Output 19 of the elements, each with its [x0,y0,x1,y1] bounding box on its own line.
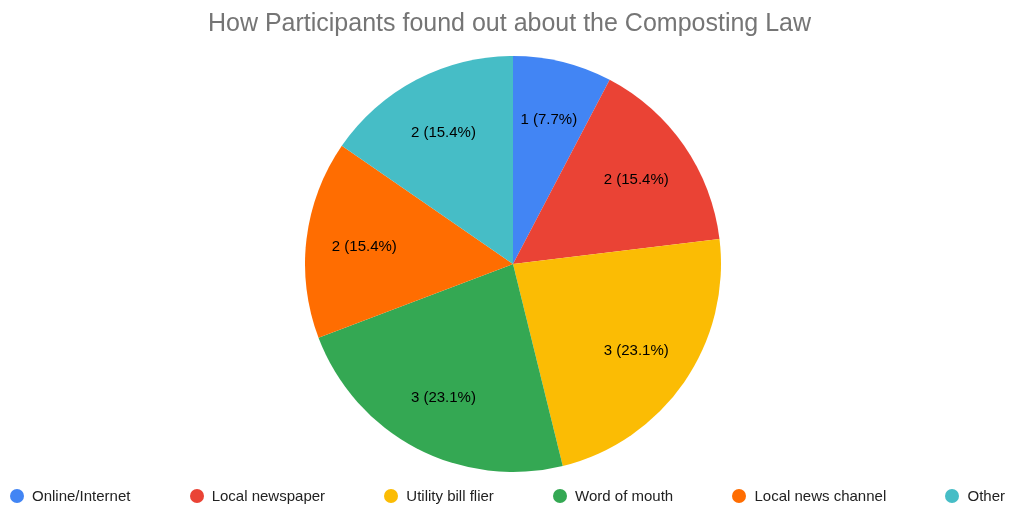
data-label: 2 (15.4%) [331,237,397,255]
pie-slice [513,56,610,264]
legend-label: Other [967,487,1005,504]
legend-label: Local news channel [754,487,887,504]
pie-slice [513,238,721,466]
pie-slice [318,264,563,472]
pie-slice [341,56,513,264]
legend-label: Word of mouth [575,487,674,504]
data-label: 1 (7.7%) [520,110,578,128]
data-label: 2 (15.4%) [603,170,669,188]
data-label: 3 (23.1%) [410,388,476,406]
data-label: 2 (15.4%) [410,122,476,140]
legend-label: Local newspaper [211,487,326,504]
pie-slice [513,79,720,264]
data-label: 3 (23.1%) [603,340,669,358]
legend-label: Online/Internet [32,487,131,504]
legend-label: Utility bill flier [406,487,494,504]
chart-title: How Participants found out about the Composting Law [206,7,813,38]
pie-slice [305,145,513,338]
